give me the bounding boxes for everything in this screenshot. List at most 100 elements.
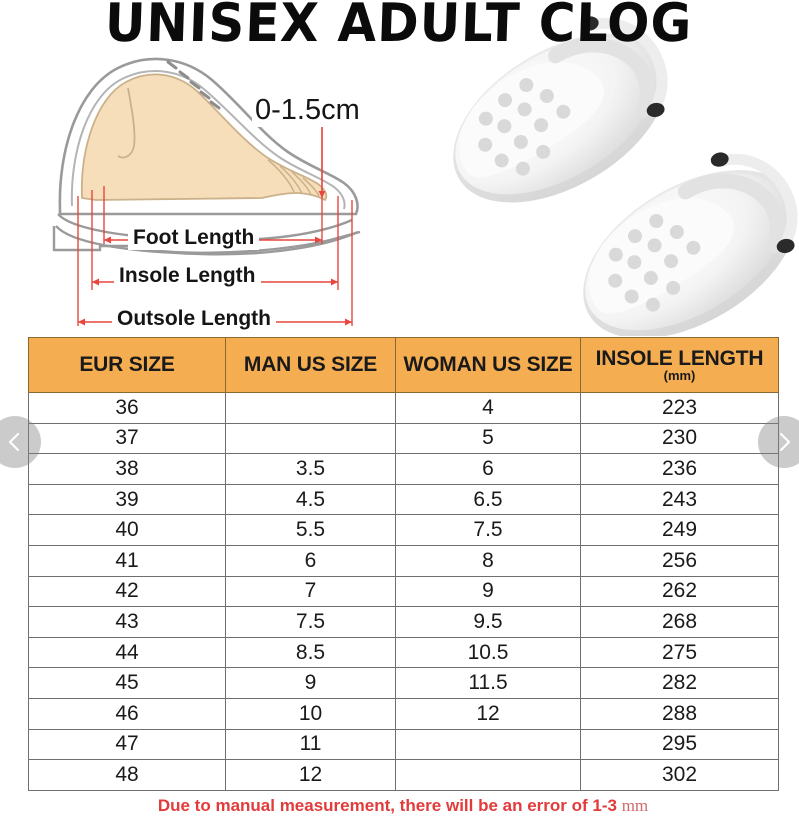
table-row: 36 4 223 [28, 392, 779, 424]
ankle-crease [117, 87, 136, 159]
cell-woman-us-size: 6 [395, 453, 581, 485]
column-header-insole-length-unit: (mm) [663, 367, 696, 383]
cell-eur-size: 42 [28, 575, 226, 608]
clog-left [453, 16, 668, 203]
table-body: 36 4 223 37 5 230 38 3.5 6 236 39 4.5 6.5 243 40 5.5 7.5… [28, 392, 779, 791]
cell-insole-length: 288 [580, 697, 779, 730]
cell-woman-us-size [395, 728, 581, 761]
cell-man-us-size: 10 [225, 697, 396, 730]
table-row: 44 8.5 10.5 275 [28, 636, 779, 669]
cell-insole-length: 249 [580, 514, 779, 546]
column-header-man-us-size: MAN US SIZE [225, 337, 396, 393]
cell-insole-length: 256 [580, 544, 779, 577]
cell-man-us-size [225, 392, 396, 424]
clog-pair-svg [453, 16, 798, 336]
chevron-left-icon [8, 432, 20, 452]
table-row: 45 9 11.5 282 [28, 667, 779, 699]
column-header-woman-us-size-label: WOMAN US SIZE [403, 353, 573, 377]
table-header-row: EUR SIZE MAN US SIZE WOMAN US SIZE INSOL… [28, 337, 779, 393]
table-row: 38 3.5 6 236 [28, 453, 779, 485]
insole-length-label: Insole Length [114, 264, 261, 288]
cell-man-us-size: 12 [225, 759, 396, 791]
cell-eur-size: 41 [28, 544, 226, 577]
cell-eur-size: 43 [28, 606, 226, 638]
cell-woman-us-size: 9 [395, 575, 581, 608]
cell-eur-size: 45 [28, 667, 226, 699]
cell-woman-us-size: 8 [395, 544, 581, 577]
clog-right-holes [608, 214, 701, 312]
table-row: 43 7.5 9.5 268 [28, 606, 779, 638]
chevron-right-icon [779, 432, 791, 452]
column-header-insole-length-label: INSOLE LENGTH [595, 346, 764, 370]
cell-woman-us-size: 7.5 [395, 514, 581, 546]
cell-eur-size: 48 [28, 759, 226, 791]
cell-eur-size: 39 [28, 483, 226, 516]
cell-insole-length: 275 [580, 636, 779, 669]
table-row: 37 5 230 [28, 422, 779, 455]
table-header: EUR SIZE MAN US SIZE WOMAN US SIZE INSOL… [28, 337, 779, 393]
toe-lines [267, 159, 320, 197]
outsole-length-label: Outsole Length [112, 307, 276, 331]
cell-woman-us-size: 5 [395, 422, 581, 455]
carousel-prev-button[interactable] [0, 416, 41, 468]
cell-insole-length: 282 [580, 667, 779, 699]
cell-man-us-size: 5.5 [225, 514, 396, 546]
cell-insole-length: 223 [580, 392, 779, 424]
table-row: 39 4.5 6.5 243 [28, 483, 779, 516]
clog-right [583, 152, 798, 336]
column-header-woman-us-size: WOMAN US SIZE [395, 337, 581, 393]
cell-insole-length: 236 [580, 453, 779, 485]
cell-eur-size: 36 [28, 392, 226, 424]
disclaimer-unit: mm [621, 796, 649, 815]
disclaimer-text: Due to manual measurement, there will be… [157, 796, 622, 815]
table-row: 41 6 8 256 [28, 544, 779, 577]
cell-man-us-size: 9 [225, 667, 396, 699]
cell-insole-length: 302 [580, 759, 779, 791]
clog-left-holes [478, 78, 571, 176]
foot-measurement-diagram [0, 0, 430, 336]
cell-woman-us-size: 6.5 [395, 483, 581, 516]
column-header-eur-size-label: EUR SIZE [79, 353, 175, 377]
cell-woman-us-size: 4 [395, 392, 581, 424]
cell-woman-us-size: 9.5 [395, 606, 581, 638]
cell-insole-length: 268 [580, 606, 779, 638]
cell-insole-length: 243 [580, 483, 779, 516]
foot-length-label: Foot Length [128, 226, 260, 250]
cell-eur-size: 44 [28, 636, 226, 669]
size-chart-table: EUR SIZE MAN US SIZE WOMAN US SIZE INSOL… [28, 337, 779, 791]
cell-man-us-size: 11 [225, 728, 396, 761]
foot-shape [80, 73, 328, 202]
column-header-man-us-size-label: MAN US SIZE [243, 353, 378, 377]
cell-man-us-size: 3.5 [225, 453, 396, 485]
carousel-next-button[interactable] [758, 416, 799, 468]
cell-woman-us-size: 10.5 [395, 636, 581, 669]
cell-man-us-size: 7.5 [225, 606, 396, 638]
cell-eur-size: 40 [28, 514, 226, 546]
column-header-insole-length: INSOLE LENGTH (mm) [580, 337, 779, 393]
cell-woman-us-size: 11.5 [395, 667, 581, 699]
cell-insole-length: 230 [580, 422, 779, 455]
cell-man-us-size: 8.5 [225, 636, 396, 669]
foot-diagram-svg [52, 57, 361, 326]
cell-insole-length: 262 [580, 575, 779, 608]
clog-product-image [418, 6, 799, 336]
table-row: 46 10 12 288 [28, 697, 779, 730]
column-header-eur-size: EUR SIZE [28, 337, 226, 393]
table-row: 40 5.5 7.5 249 [28, 514, 779, 546]
cell-eur-size: 46 [28, 697, 226, 730]
cell-eur-size: 47 [28, 728, 226, 761]
gap-measurement-label: 0-1.5cm [252, 94, 363, 127]
cell-man-us-size: 4.5 [225, 483, 396, 516]
cell-eur-size: 37 [28, 422, 226, 455]
table-row: 42 7 9 262 [28, 575, 779, 608]
cell-man-us-size: 7 [225, 575, 396, 608]
measurement-disclaimer: Due to manual measurement, there will be… [28, 796, 778, 816]
cell-woman-us-size [395, 759, 581, 791]
cell-insole-length: 295 [580, 728, 779, 761]
shoe-collar-ticks [166, 60, 221, 110]
table-row: 48 12 302 [28, 759, 779, 791]
cell-eur-size: 38 [28, 453, 226, 485]
page-title: UNISEX ADULT CLOG [103, 0, 694, 54]
table-row: 47 11 295 [28, 728, 779, 761]
shoe-inner-line [70, 70, 346, 210]
